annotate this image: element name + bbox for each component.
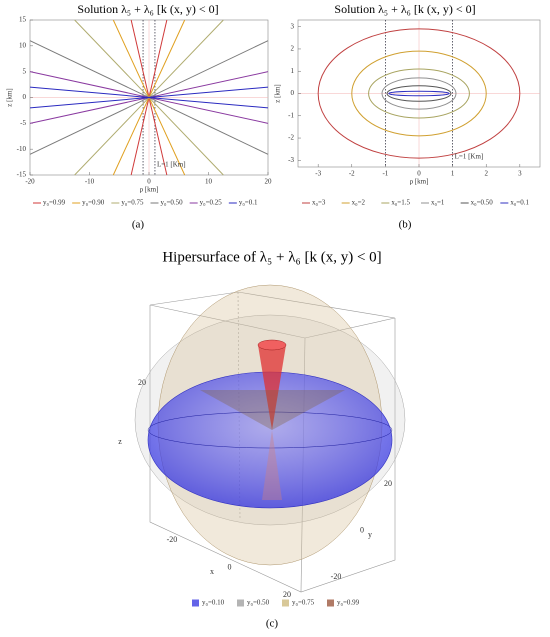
- panel-title: Solution λ₅ + λ₆ [k (x, y) < 0]: [334, 2, 475, 16]
- panel-title: Solution λ₅ + λ₆ [k (x, y) < 0]: [77, 2, 218, 16]
- legend-label: x₀=1.5: [391, 199, 410, 207]
- x-tick-label: 10: [205, 178, 213, 186]
- ray-line: [29, 86, 269, 109]
- y-tick-label: 10: [19, 41, 27, 49]
- x-tick-label: 20: [283, 590, 291, 599]
- x-tick-label: -3: [315, 170, 321, 178]
- ellipse-curve: [386, 85, 452, 102]
- y-tick-label: -3: [288, 156, 294, 164]
- x-tick-label: -2: [349, 170, 355, 178]
- y-axis-label: z [km]: [274, 84, 282, 102]
- legend-label: y₀=0.90: [82, 199, 105, 207]
- y-tick-label: 0: [291, 89, 295, 97]
- y-tick-label: -10: [17, 145, 27, 153]
- legend-swatch: [192, 599, 199, 607]
- x-tick-label: 0: [147, 178, 151, 186]
- x-axis-label: ρ [km]: [140, 186, 159, 194]
- annotation: L=1 [Km]: [455, 153, 484, 161]
- caption: (b): [399, 219, 412, 231]
- y-tick-label: -1: [288, 111, 294, 119]
- legend-label: y₀=0.50: [161, 199, 184, 207]
- legend-label: y₀=0.10: [202, 599, 225, 607]
- legend-label: y₀=0.50: [247, 599, 270, 607]
- ellipse-curve: [317, 28, 521, 159]
- x-axis-label: x: [210, 567, 214, 576]
- caption: (a): [132, 219, 145, 231]
- y-tick-label: 2: [291, 45, 295, 53]
- legend-label: y₀=0.75: [121, 199, 144, 207]
- y-axis-label: z [km]: [6, 88, 14, 106]
- x-tick-label: -20: [167, 535, 178, 544]
- annotation: L=1 [Km]: [157, 161, 186, 169]
- y-tick-label: 20: [384, 479, 392, 488]
- y-tick-label: -20: [331, 572, 342, 581]
- legend-swatch: [327, 599, 334, 607]
- x-tick-label: -1: [382, 170, 388, 178]
- legend-label: y₀=0.25: [200, 199, 223, 207]
- y-tick-label: -15: [17, 171, 27, 179]
- y-tick-label: 3: [291, 22, 295, 30]
- y-axis-label: y: [368, 530, 372, 539]
- legend-label: y₀=0.75: [292, 599, 315, 607]
- legend-label: y₀=0.1: [239, 199, 258, 207]
- ellipse-curve: [351, 50, 487, 137]
- legend-label: x₀=2: [352, 199, 366, 207]
- ellipse-curve: [388, 90, 450, 97]
- x-tick-label: 2: [484, 170, 488, 178]
- ellipse-curve: [381, 77, 457, 110]
- legend-swatch: [282, 599, 289, 607]
- legend-label: x₀=0.50: [471, 199, 494, 207]
- z-axis-label: z: [118, 437, 122, 446]
- x-tick-label: -20: [25, 178, 35, 186]
- z-tick-label: 20: [138, 378, 146, 387]
- x-tick-label: 0: [417, 170, 421, 178]
- legend-label: y₀=0.99: [43, 199, 66, 207]
- x-tick-label: -10: [85, 178, 95, 186]
- y-tick-label: 0: [23, 93, 27, 101]
- y-tick-label: -5: [20, 119, 26, 127]
- legend-swatch: [237, 599, 244, 607]
- x-tick-label: 20: [265, 178, 273, 186]
- y-tick-label: 0: [360, 525, 364, 534]
- y-tick-label: 1: [291, 67, 295, 75]
- legend-label: x₀=1: [431, 199, 445, 207]
- caption: (c): [266, 618, 279, 630]
- legend-label: x₀=0.1: [510, 199, 529, 207]
- ellipse-curve: [368, 68, 470, 119]
- x-axis-label: ρ [km]: [410, 178, 429, 186]
- figure-title: Hipersurface of λ₅ + λ₆ [k (x, y) < 0]: [162, 249, 381, 265]
- legend-label: x₀=3: [312, 199, 326, 207]
- x-tick-label: 3: [518, 170, 522, 178]
- y-tick-label: 15: [19, 16, 27, 24]
- legend-label: y₀=0.99: [337, 599, 360, 607]
- surfaces: [134, 284, 406, 566]
- x-tick-label: 1: [451, 170, 455, 178]
- y-tick-label: 5: [23, 67, 27, 75]
- x-tick-label: 0: [228, 562, 232, 571]
- y-tick-label: -2: [288, 134, 294, 142]
